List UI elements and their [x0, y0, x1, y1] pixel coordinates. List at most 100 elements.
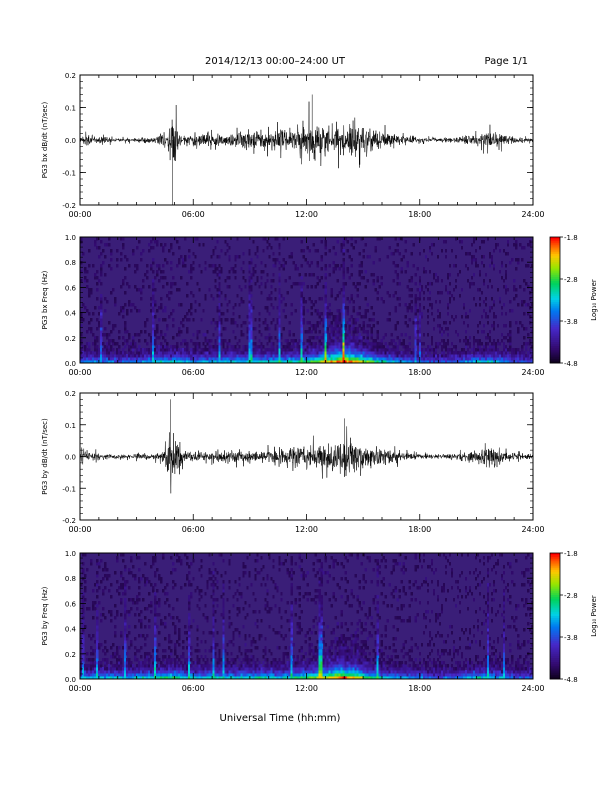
spectrogram-cell — [324, 246, 327, 250]
spectrogram-cell — [342, 300, 345, 304]
spectrogram-cell — [130, 571, 133, 575]
spectrogram-cell — [512, 288, 516, 292]
spectrogram-cell — [204, 676, 207, 680]
spectrogram-cell — [94, 339, 97, 343]
spectrogram-cell — [130, 664, 133, 668]
spectrogram-cell — [124, 676, 127, 680]
spectrogram-cell — [344, 360, 347, 364]
spectrogram-cell — [296, 267, 299, 271]
spectrogram-cell — [416, 321, 420, 325]
spectrogram-cell — [212, 252, 215, 256]
spectrogram-cell — [208, 649, 211, 653]
spectrogram-cell — [202, 658, 205, 662]
spectrogram-cell — [290, 610, 293, 614]
spectrogram-cell — [170, 354, 173, 358]
spectrogram-cell — [290, 577, 293, 581]
spectrogram-cell — [232, 670, 235, 674]
spectrogram-cell — [476, 342, 480, 346]
spectrogram-cell — [440, 357, 444, 361]
spectrogram-cell — [148, 249, 151, 253]
spectrogram-cell — [224, 279, 227, 283]
spectrogram-cell — [204, 297, 207, 301]
spectrogram-cell — [250, 321, 253, 325]
spectrogram-cell — [146, 348, 149, 352]
spectrogram-cell — [254, 348, 257, 352]
spectrogram-cell — [196, 342, 199, 346]
spectrogram-cell — [104, 273, 107, 277]
spectrogram-cell — [126, 658, 129, 662]
spectrogram-cell — [248, 291, 251, 295]
spectrogram-cell — [176, 351, 179, 355]
spectrogram-cell — [122, 354, 125, 358]
spectrogram-cell — [160, 676, 163, 680]
spectrogram-cell — [218, 276, 221, 280]
spectrogram-cell — [156, 589, 159, 593]
spectrogram-cell — [234, 357, 237, 361]
spectrogram-cell — [124, 649, 127, 653]
spectrogram-cell — [234, 360, 237, 364]
spectrogram-cell — [260, 345, 263, 349]
spectrogram-cell — [184, 348, 187, 352]
spectrogram-cell — [246, 336, 249, 340]
spectrogram-cell — [84, 598, 87, 602]
spectrogram-cell — [278, 562, 281, 566]
spectrogram-cell — [182, 339, 185, 343]
spectrogram-cell — [268, 357, 271, 361]
spectrogram-cell — [488, 345, 492, 349]
spectrogram-cell — [288, 664, 291, 668]
spectrogram-cell — [146, 652, 149, 656]
spectrogram-cell — [206, 351, 209, 355]
spectrogram-cell — [106, 360, 109, 364]
spectrogram-cell — [352, 345, 355, 349]
spectrogram-cell — [280, 616, 283, 620]
spectrogram-cell — [348, 300, 351, 304]
spectrogram-cell — [338, 342, 341, 346]
spectrogram-cell — [514, 351, 518, 355]
spectrogram-cell — [354, 327, 357, 331]
spectrogram-cell — [442, 330, 446, 334]
spectrogram-cell — [392, 261, 395, 265]
spectrogram-cell — [308, 351, 311, 355]
spectrogram-cell — [240, 351, 243, 355]
spectrogram-cell — [248, 336, 251, 340]
spectrogram-cell — [140, 634, 143, 638]
spectrogram-cell — [278, 631, 281, 635]
spectrogram-cell — [136, 348, 139, 352]
spectrogram-cell — [376, 291, 379, 295]
spectrogram-cell — [482, 264, 486, 268]
spectrogram-cell — [84, 357, 87, 361]
spectrogram-cell — [160, 661, 163, 665]
spectrogram-cell — [120, 553, 123, 557]
spectrogram-cell — [102, 261, 105, 265]
spectrogram-cell — [96, 622, 99, 626]
spectrogram-cell — [444, 288, 448, 292]
spectrogram-cell — [334, 333, 337, 337]
spectrogram-cell — [340, 339, 343, 343]
spectrogram-cell — [232, 643, 235, 647]
spectrogram-cell — [158, 357, 161, 361]
spectrogram-cell — [290, 673, 293, 677]
spectrogram-cell — [268, 312, 271, 316]
spectrogram-cell — [166, 294, 169, 298]
spectrogram-cell — [200, 348, 203, 352]
spectrogram-cell — [238, 649, 241, 653]
spectrogram-cell — [128, 360, 131, 364]
spectrogram-cell — [474, 357, 478, 361]
spectrogram-cell — [124, 667, 127, 671]
spectrogram-cell — [132, 676, 135, 680]
spectrogram-cell — [154, 643, 157, 647]
spectrogram-cell — [442, 354, 446, 358]
spectrogram-cell — [278, 339, 281, 343]
spectrogram-cell — [190, 267, 193, 271]
spectrogram-cell — [420, 312, 424, 316]
spectrogram-cell — [498, 354, 502, 358]
spectrogram-cell — [250, 649, 253, 653]
spectrogram-cell — [144, 348, 147, 352]
spectrogram-cell — [192, 667, 195, 671]
spectrogram-cell — [234, 276, 237, 280]
spectrogram-cell — [136, 351, 139, 355]
spectrogram-cell — [300, 568, 303, 572]
spectrogram-cell — [192, 577, 195, 581]
spectrogram-cell — [408, 318, 412, 322]
spectrogram-cell — [514, 267, 518, 271]
